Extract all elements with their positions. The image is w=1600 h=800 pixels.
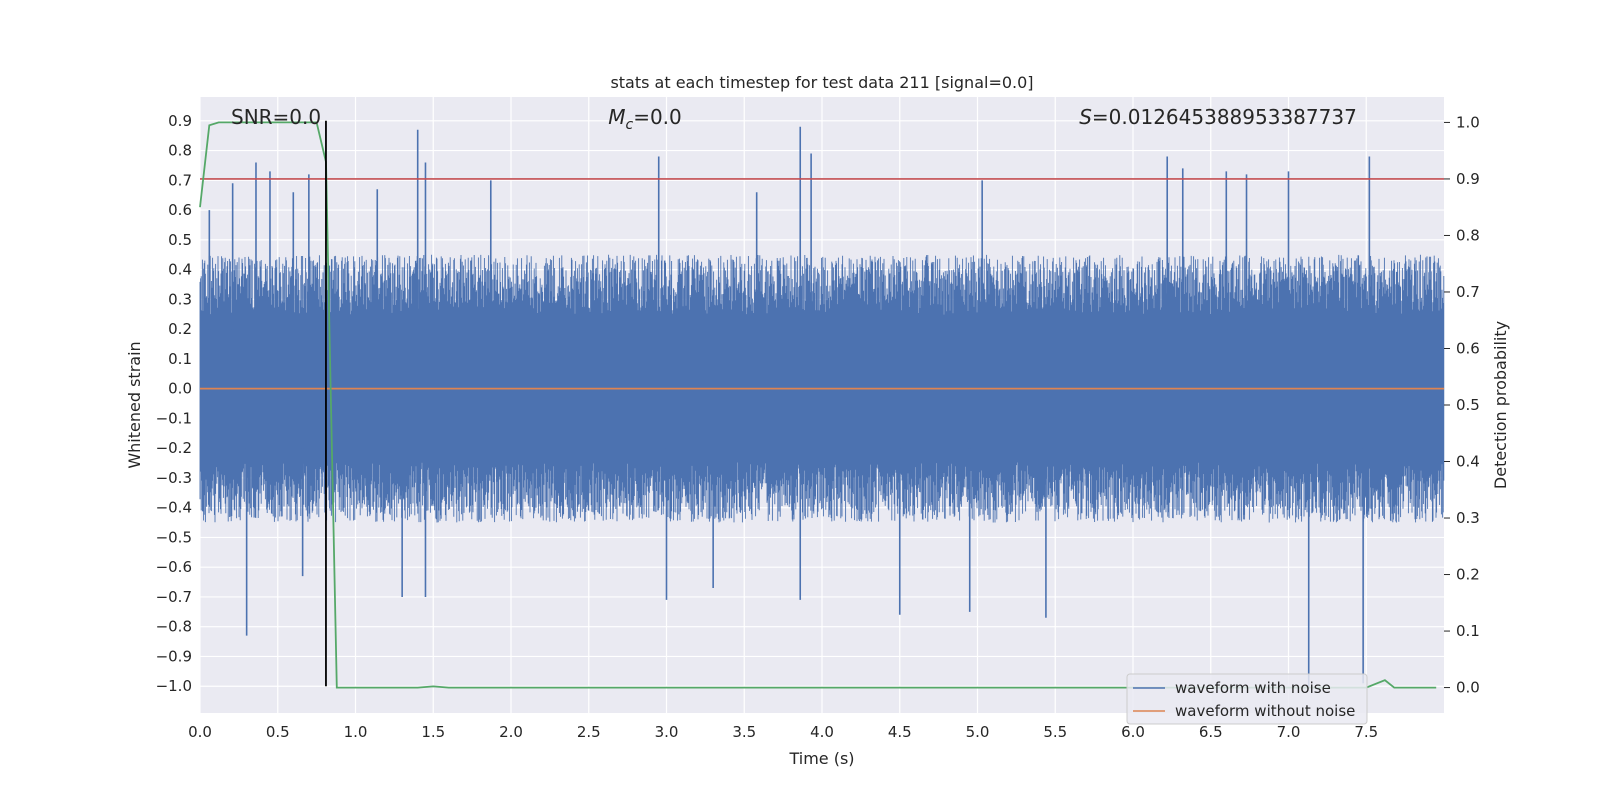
y-axis-left: −1.0 −0.9 −0.8 −0.7 −0.6 −0.5 −0.4 −0.3 −0.2 −0.1…	[156, 112, 192, 695]
y-tick-label-right: 0.7	[1456, 283, 1480, 301]
annotation-snr: SNR=0.0	[231, 105, 321, 129]
y-tick-label-left: −0.7	[156, 588, 192, 606]
y-tick-label-right: 0.9	[1456, 170, 1480, 188]
x-tick-label: 5.0	[966, 723, 990, 741]
y-tick-label-left: 0.3	[168, 290, 192, 308]
y-tick-label-left: −0.4	[156, 499, 192, 517]
x-tick-label: 4.5	[888, 723, 912, 741]
y-tick-label-right: 0.3	[1456, 509, 1480, 527]
y-axis-label-right: Detection probability	[1491, 321, 1510, 489]
y-tick-label-left: −0.5	[156, 528, 192, 546]
x-tick-label: 6.0	[1121, 723, 1145, 741]
y-tick-label-left: 0.9	[168, 112, 192, 130]
s-value: =0.012645388953387737	[1092, 105, 1357, 129]
y-tick-label-left: −1.0	[156, 677, 192, 695]
y-tick-label-left: −0.2	[156, 439, 192, 457]
y-tick-label-right: 0.1	[1456, 622, 1480, 640]
legend: waveform with noise waveform without noi…	[1126, 673, 1368, 725]
y-tick-label-left: 0.5	[168, 231, 192, 249]
x-tick-label: 4.0	[810, 723, 834, 741]
y-tick-label-left: −0.9	[156, 647, 192, 665]
y-tick-label-right: 0.6	[1456, 339, 1480, 357]
x-axis: 0.0 0.5 1.0 1.5 2.0 2.5 3.0 3.5 4.0 4.5 5.0 5.5 6.0 6…	[188, 723, 1378, 741]
x-tick-label: 1.0	[344, 723, 368, 741]
x-tick-label: 3.0	[655, 723, 679, 741]
y-tick-label-left: 0.1	[168, 350, 192, 368]
y-axis-label-left: Whitened strain	[125, 341, 144, 468]
y-tick-label-left: 0.6	[168, 201, 192, 219]
annotation-s-statistic: S=0.012645388953387737	[1079, 105, 1357, 129]
y-tick-label-left: 0.0	[168, 380, 192, 398]
y-tick-label-right: 1.0	[1456, 113, 1480, 131]
x-tick-label: 7.0	[1277, 723, 1301, 741]
y-tick-label-right: 0.0	[1456, 679, 1480, 697]
x-axis-label: Time (s)	[788, 749, 854, 768]
chart-title: stats at each timestep for test data 211…	[610, 73, 1033, 92]
s-symbol: S	[1079, 105, 1092, 129]
x-tick-label: 5.5	[1043, 723, 1067, 741]
x-tick-label: 0.5	[266, 723, 290, 741]
x-tick-label: 6.5	[1199, 723, 1223, 741]
y-tick-label-left: −0.8	[156, 618, 192, 636]
y-tick-label-left: −0.6	[156, 558, 192, 576]
y-tick-label-left: 0.7	[168, 171, 192, 189]
x-tick-label: 0.0	[188, 723, 212, 741]
chirp-mass-symbol: M	[608, 105, 625, 129]
y-tick-label-right: 0.5	[1456, 396, 1480, 414]
annotation-chirp-mass: Mc=0.0	[608, 105, 682, 133]
x-tick-label: 2.5	[577, 723, 601, 741]
y-tick-label-left: −0.3	[156, 469, 192, 487]
x-tick-label: 1.5	[421, 723, 445, 741]
y-tick-label-left: −0.1	[156, 409, 192, 427]
legend-box	[1126, 673, 1368, 725]
y-tick-label-left: 0.4	[168, 261, 192, 279]
y-tick-label-right: 0.8	[1456, 226, 1480, 244]
y-tick-label-left: 0.8	[168, 142, 192, 160]
chirp-mass-value: =0.0	[633, 105, 682, 129]
y-tick-label-left: 0.2	[168, 320, 192, 338]
x-tick-label: 7.5	[1354, 723, 1378, 741]
x-tick-label: 3.5	[732, 723, 756, 741]
legend-label-waveform-without-noise: waveform without noise	[1175, 702, 1355, 720]
y-tick-label-right: 0.2	[1456, 566, 1480, 584]
chirp-mass-subscript: c	[625, 117, 633, 133]
y-tick-label-right: 0.4	[1456, 453, 1480, 471]
legend-label-waveform-with-noise: waveform with noise	[1175, 679, 1331, 697]
x-tick-label: 2.0	[499, 723, 523, 741]
y-axis-right: 0.0 0.1 0.2 0.3 0.4 0.5 0.6 0.7 0.8 0.9 1.0	[1444, 113, 1480, 697]
